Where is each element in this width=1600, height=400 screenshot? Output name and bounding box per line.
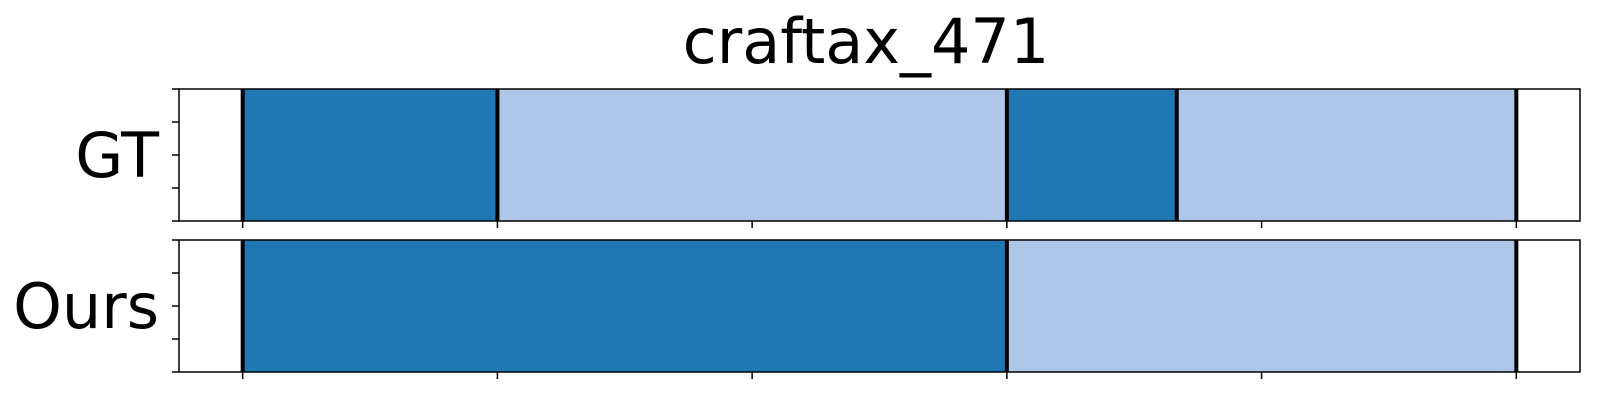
chart-title: craftax_471 <box>683 5 1050 78</box>
segment-bar <box>1006 89 1177 221</box>
segment-bar <box>242 240 1007 372</box>
row-ours: Ours <box>13 239 1581 379</box>
row-label: GT <box>75 119 160 192</box>
row-gt: GT <box>75 88 1581 228</box>
row-label: Ours <box>13 270 159 343</box>
segment-bar <box>1006 240 1517 372</box>
segment-bar <box>1176 89 1517 221</box>
segment-bar <box>242 89 498 221</box>
rows-group: GT Ours <box>13 88 1581 379</box>
segment-bar <box>497 89 1007 221</box>
